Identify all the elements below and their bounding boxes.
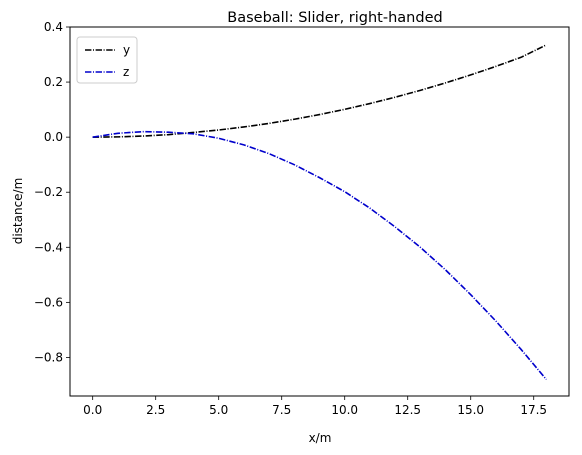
y-tick-label: −0.2 xyxy=(34,185,63,199)
x-axis-ticks: 0.0 2.5 5.0 7.5 10.0 12.5 15.0 17.5 xyxy=(83,396,547,417)
x-tick-label: 15.0 xyxy=(457,403,484,417)
y-tick-label: −0.6 xyxy=(34,295,63,309)
y-tick-label: −0.4 xyxy=(34,240,63,254)
x-tick-label: 12.5 xyxy=(394,403,421,417)
x-tick-label: 17.5 xyxy=(520,403,547,417)
legend-label-z: z xyxy=(123,65,129,79)
x-tick-label: 10.0 xyxy=(331,403,358,417)
y-tick-label: 0.4 xyxy=(44,20,63,34)
legend-box xyxy=(76,36,138,84)
y-axis-ticks: 0.4 0.2 0.0 −0.2 −0.4 −0.6 −0.8 xyxy=(34,20,70,364)
series-line-z xyxy=(92,130,547,380)
plot-area xyxy=(69,26,570,397)
legend-label-y: y xyxy=(123,43,130,57)
chart-title: Baseball: Slider, right-handed xyxy=(227,10,442,26)
x-tick-label: 7.5 xyxy=(272,403,291,417)
x-tick-label: 2.5 xyxy=(146,403,165,417)
series-lines xyxy=(92,44,547,380)
y-axis-label: distance/m xyxy=(11,178,25,245)
y-tick-label: 0.0 xyxy=(44,130,63,144)
x-tick-label: 5.0 xyxy=(209,403,228,417)
legend: y z xyxy=(76,36,138,84)
y-tick-label: −0.8 xyxy=(34,350,63,364)
y-tick-label: 0.2 xyxy=(44,75,63,89)
x-axis-label: x/m xyxy=(309,431,332,445)
x-tick-label: 0.0 xyxy=(83,403,102,417)
series-line-y xyxy=(92,44,547,138)
